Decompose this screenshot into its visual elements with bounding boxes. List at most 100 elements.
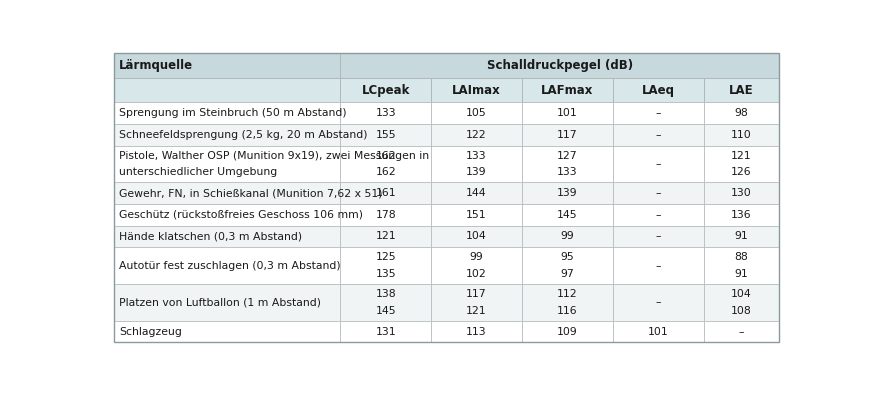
Text: Sprengung im Steinbruch (50 m Abstand): Sprengung im Steinbruch (50 m Abstand) [119, 108, 347, 118]
Bar [431, 124, 522, 145]
Bar [431, 226, 522, 247]
Text: Gewehr, FN, in Schießkanal (Munition 7,62 x 51): Gewehr, FN, in Schießkanal (Munition 7,6… [119, 188, 383, 198]
Text: 126: 126 [732, 167, 752, 177]
Text: 101: 101 [557, 108, 578, 118]
Text: Schalldruckpegel (dB): Schalldruckpegel (dB) [487, 59, 633, 72]
Text: 135: 135 [375, 269, 396, 279]
Text: 144: 144 [467, 188, 487, 198]
Text: 162: 162 [375, 151, 396, 160]
Bar [431, 102, 522, 124]
Bar [522, 247, 613, 284]
Text: –: – [656, 261, 661, 271]
Bar [431, 321, 522, 343]
Bar [340, 284, 431, 321]
Text: 101: 101 [648, 327, 669, 337]
Bar [704, 204, 780, 226]
Bar [114, 226, 340, 247]
Bar [431, 204, 522, 226]
Bar [431, 247, 522, 284]
Bar [114, 284, 340, 321]
Bar [522, 226, 613, 247]
Bar [340, 78, 431, 102]
Bar [613, 102, 704, 124]
Bar [613, 124, 704, 145]
Text: 104: 104 [467, 231, 487, 242]
Text: –: – [656, 231, 661, 242]
Text: 139: 139 [467, 167, 487, 177]
Text: 121: 121 [467, 306, 487, 316]
Text: LCpeak: LCpeak [362, 84, 410, 97]
Text: 139: 139 [557, 188, 577, 198]
Text: 136: 136 [732, 210, 752, 220]
Bar [431, 145, 522, 182]
Text: Lärmquelle: Lärmquelle [119, 59, 194, 72]
Text: –: – [656, 188, 661, 198]
Text: 98: 98 [734, 108, 748, 118]
Bar [613, 78, 704, 102]
Bar [704, 78, 780, 102]
Text: Schneefeldsprengung (2,5 kg, 20 m Abstand): Schneefeldsprengung (2,5 kg, 20 m Abstan… [119, 130, 368, 140]
Text: 113: 113 [467, 327, 487, 337]
Bar [704, 124, 780, 145]
Bar [114, 145, 340, 182]
Bar [340, 102, 431, 124]
Bar [431, 78, 522, 102]
Text: Pistole, Walther OSP (Munition 9x19), zwei Messungen in: Pistole, Walther OSP (Munition 9x19), zw… [119, 151, 429, 160]
Text: –: – [656, 210, 661, 220]
Text: 133: 133 [557, 167, 577, 177]
Text: 131: 131 [375, 327, 396, 337]
Text: 178: 178 [375, 210, 396, 220]
Text: 109: 109 [557, 327, 578, 337]
Bar [114, 124, 340, 145]
Bar [522, 321, 613, 343]
Bar [114, 247, 340, 284]
Bar [613, 182, 704, 204]
Text: 91: 91 [734, 231, 748, 242]
Bar [704, 226, 780, 247]
Bar [340, 204, 431, 226]
Text: Hände klatschen (0,3 m Abstand): Hände klatschen (0,3 m Abstand) [119, 231, 303, 242]
Bar [704, 182, 780, 204]
Text: 122: 122 [467, 130, 487, 140]
Text: 121: 121 [375, 231, 396, 242]
Text: Schlagzeug: Schlagzeug [119, 327, 182, 337]
Bar [340, 145, 431, 182]
Text: 155: 155 [375, 130, 396, 140]
Bar [613, 145, 704, 182]
Bar [613, 226, 704, 247]
Bar [704, 102, 780, 124]
Text: LAeq: LAeq [642, 84, 675, 97]
Bar [613, 321, 704, 343]
Text: 162: 162 [375, 167, 396, 177]
Text: Platzen von Luftballon (1 m Abstand): Platzen von Luftballon (1 m Abstand) [119, 297, 321, 307]
Text: 117: 117 [557, 130, 577, 140]
Bar [522, 124, 613, 145]
Bar [114, 102, 340, 124]
Text: 133: 133 [467, 151, 487, 160]
Text: –: – [739, 327, 745, 337]
Text: 99: 99 [470, 252, 483, 262]
Text: unterschiedlicher Umgebung: unterschiedlicher Umgebung [119, 167, 277, 177]
Text: 104: 104 [731, 289, 752, 299]
Bar [522, 78, 613, 102]
Bar [340, 124, 431, 145]
Text: 88: 88 [734, 252, 748, 262]
Bar [340, 226, 431, 247]
Text: 97: 97 [561, 269, 575, 279]
Text: –: – [656, 159, 661, 169]
Bar [704, 145, 780, 182]
Text: –: – [656, 108, 661, 118]
Text: –: – [656, 297, 661, 307]
Bar [613, 204, 704, 226]
Bar [704, 247, 780, 284]
Bar [522, 204, 613, 226]
Text: 145: 145 [557, 210, 577, 220]
Bar [340, 321, 431, 343]
Text: LAImax: LAImax [452, 84, 501, 97]
Text: –: – [656, 130, 661, 140]
Text: 161: 161 [375, 188, 396, 198]
Text: 127: 127 [557, 151, 577, 160]
Text: 110: 110 [731, 130, 752, 140]
Text: 138: 138 [375, 289, 396, 299]
Text: 112: 112 [557, 289, 577, 299]
